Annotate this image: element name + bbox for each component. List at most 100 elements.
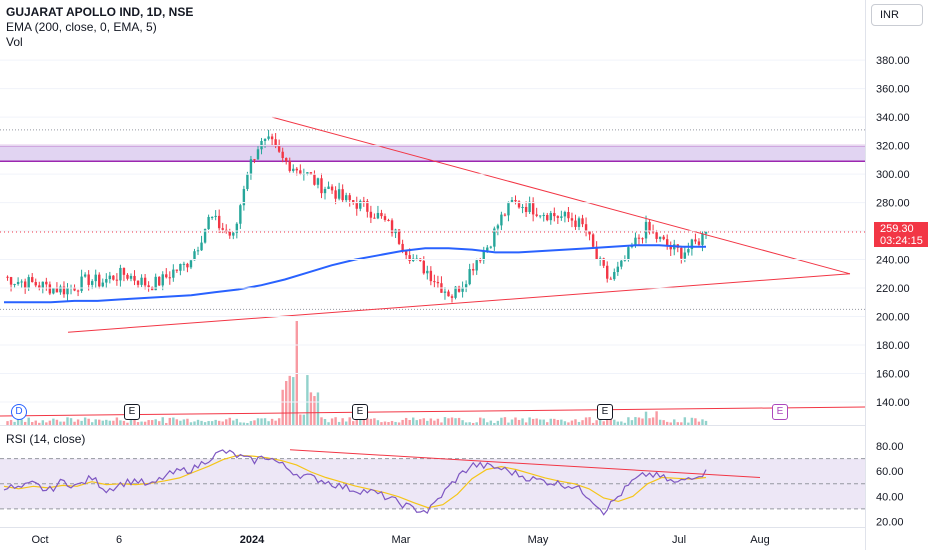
symbol-title[interactable]: GUJARAT APOLLO IND, 1D, NSE bbox=[6, 5, 194, 19]
candle-body bbox=[390, 220, 394, 234]
ema-legend[interactable]: EMA (200, close, 0, EMA, 5) bbox=[6, 20, 157, 34]
candle-body bbox=[288, 161, 291, 171]
candle-body bbox=[83, 274, 87, 277]
candle-body bbox=[408, 255, 411, 261]
candle-body bbox=[154, 276, 157, 291]
volume-bar bbox=[440, 422, 443, 425]
volume-bar bbox=[52, 418, 55, 425]
volume-bar bbox=[246, 422, 249, 425]
rsi-legend[interactable]: RSI (14, close) bbox=[6, 432, 86, 446]
earnings-event-icon[interactable]: E bbox=[352, 404, 368, 420]
candle-body bbox=[66, 287, 69, 295]
candle-body bbox=[235, 223, 239, 233]
candle-body bbox=[598, 258, 602, 260]
earnings-event-icon[interactable]: E bbox=[124, 404, 140, 420]
candle-body bbox=[549, 213, 552, 221]
volume-bar bbox=[690, 417, 694, 425]
candle-body bbox=[292, 168, 295, 171]
candle-body bbox=[362, 200, 366, 202]
volume-bar bbox=[380, 422, 383, 425]
volume-bar bbox=[112, 420, 115, 425]
candle-body bbox=[471, 269, 475, 271]
volume-bar bbox=[221, 421, 224, 425]
volume-bar bbox=[394, 421, 397, 425]
upcoming-earnings-icon[interactable]: E bbox=[772, 404, 788, 420]
volume-bar bbox=[376, 420, 380, 425]
volume-bar bbox=[327, 422, 330, 425]
volume-bar bbox=[479, 417, 482, 425]
descending-trendline[interactable] bbox=[271, 116, 851, 275]
candle-body bbox=[510, 199, 514, 202]
candle-body bbox=[20, 281, 23, 283]
volume-bar bbox=[553, 418, 556, 425]
candle-body bbox=[55, 288, 59, 293]
candle-body bbox=[426, 270, 429, 274]
candle-body bbox=[503, 214, 507, 216]
candle-body bbox=[228, 231, 231, 236]
candle-body bbox=[539, 215, 542, 217]
candle-body bbox=[143, 277, 147, 286]
candle-body bbox=[616, 266, 620, 273]
volume-bar bbox=[641, 418, 644, 425]
candle-body bbox=[553, 213, 556, 217]
volume-bar bbox=[203, 422, 207, 425]
candle-body bbox=[514, 199, 517, 202]
candle-body bbox=[524, 206, 528, 213]
volume-bar bbox=[80, 420, 83, 425]
volume-bar bbox=[6, 421, 9, 425]
volume-bar bbox=[126, 422, 129, 425]
dividend-event-icon[interactable]: D bbox=[11, 404, 27, 420]
volume-bar bbox=[662, 420, 665, 425]
volume-bar bbox=[412, 417, 415, 425]
volume-bar bbox=[577, 421, 581, 425]
earnings-event-icon[interactable]: E bbox=[597, 404, 613, 420]
volume-bar bbox=[567, 422, 570, 425]
price-axis[interactable]: 380.00360.00340.00320.00300.00280.00260.… bbox=[0, 55, 910, 528]
volume-bar bbox=[189, 422, 193, 425]
ascending-trendline[interactable] bbox=[67, 273, 851, 333]
volume-bar bbox=[355, 418, 358, 425]
volume-bar bbox=[214, 419, 217, 425]
volume-bar bbox=[591, 422, 595, 425]
candle-body bbox=[630, 245, 634, 248]
volume-bar bbox=[598, 418, 602, 425]
price-tick-label: 200.00 bbox=[876, 312, 910, 324]
candle-body bbox=[595, 246, 598, 260]
volume-bar bbox=[655, 411, 658, 425]
rsi-tick-label: 20.00 bbox=[876, 516, 904, 528]
candle-body bbox=[168, 277, 171, 279]
candle-body bbox=[172, 269, 175, 278]
volume-bar bbox=[45, 422, 48, 425]
volume-bar bbox=[560, 419, 563, 425]
volume-bar bbox=[143, 421, 147, 425]
volume-bar bbox=[673, 419, 676, 425]
volume-bar bbox=[253, 420, 256, 425]
candle-body bbox=[620, 260, 623, 267]
volume-legend[interactable]: Vol bbox=[6, 35, 23, 49]
rsi-trendline[interactable] bbox=[289, 449, 761, 478]
candle-body bbox=[23, 281, 27, 288]
volume-bar bbox=[637, 417, 641, 425]
volume-bar bbox=[168, 417, 171, 425]
candle-body bbox=[348, 195, 351, 201]
volume-bar bbox=[539, 419, 542, 425]
volume-bar bbox=[179, 420, 182, 425]
volume-trendline[interactable] bbox=[0, 406, 866, 417]
candle-body bbox=[306, 172, 309, 174]
volume-bar bbox=[620, 421, 623, 425]
volume-bar bbox=[344, 421, 348, 425]
volume-bar bbox=[464, 422, 468, 425]
volume-bar bbox=[98, 419, 101, 425]
currency-button[interactable]: INR bbox=[871, 4, 923, 26]
volume-bar bbox=[330, 418, 334, 425]
candle-body bbox=[285, 158, 288, 162]
candle-body bbox=[436, 282, 440, 284]
price-tick-label: 360.00 bbox=[876, 84, 910, 96]
price-tick-label: 380.00 bbox=[876, 55, 910, 67]
volume-bar bbox=[228, 417, 231, 425]
candle-body bbox=[203, 229, 207, 243]
time-axis[interactable]: Oct 6 2024 Mar May Jul Aug bbox=[31, 534, 769, 546]
candle-body bbox=[454, 286, 457, 298]
